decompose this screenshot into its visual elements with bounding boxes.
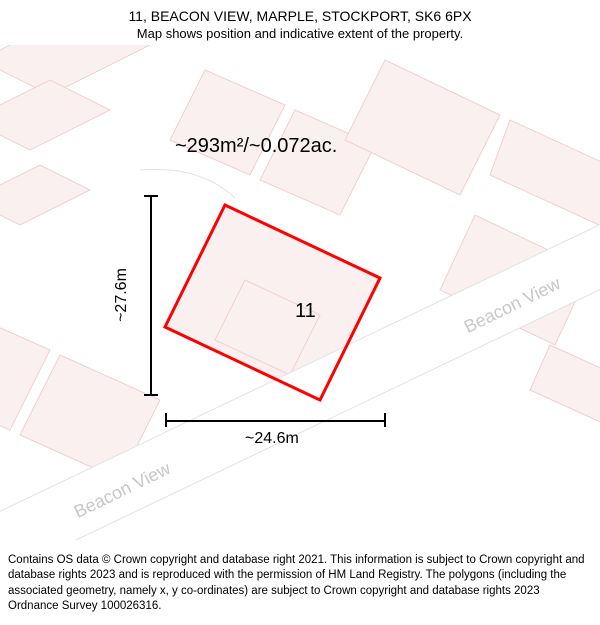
map-canvas: Beacon View Beacon View ~293m²/~0.072ac.… [0,0,600,540]
dim-line-vertical [150,195,152,395]
dim-tick-v-top [144,195,158,197]
plot-number: 11 [295,300,316,323]
dim-tick-h-left [165,413,167,427]
dim-tick-v-bot [144,394,158,396]
dim-label-vertical: ~27.6m [113,268,131,322]
dim-line-horizontal [165,420,385,422]
page-title: 11, BEACON VIEW, MARPLE, STOCKPORT, SK6 … [10,8,590,24]
dim-label-horizontal: ~24.6m [245,430,299,448]
header: 11, BEACON VIEW, MARPLE, STOCKPORT, SK6 … [0,0,600,45]
page-subtitle: Map shows position and indicative extent… [10,26,590,41]
footer-copyright: Contains OS data © Crown copyright and d… [0,547,600,625]
dim-tick-h-right [384,413,386,427]
area-label: ~293m²/~0.072ac. [175,135,337,158]
map-svg [0,0,600,540]
